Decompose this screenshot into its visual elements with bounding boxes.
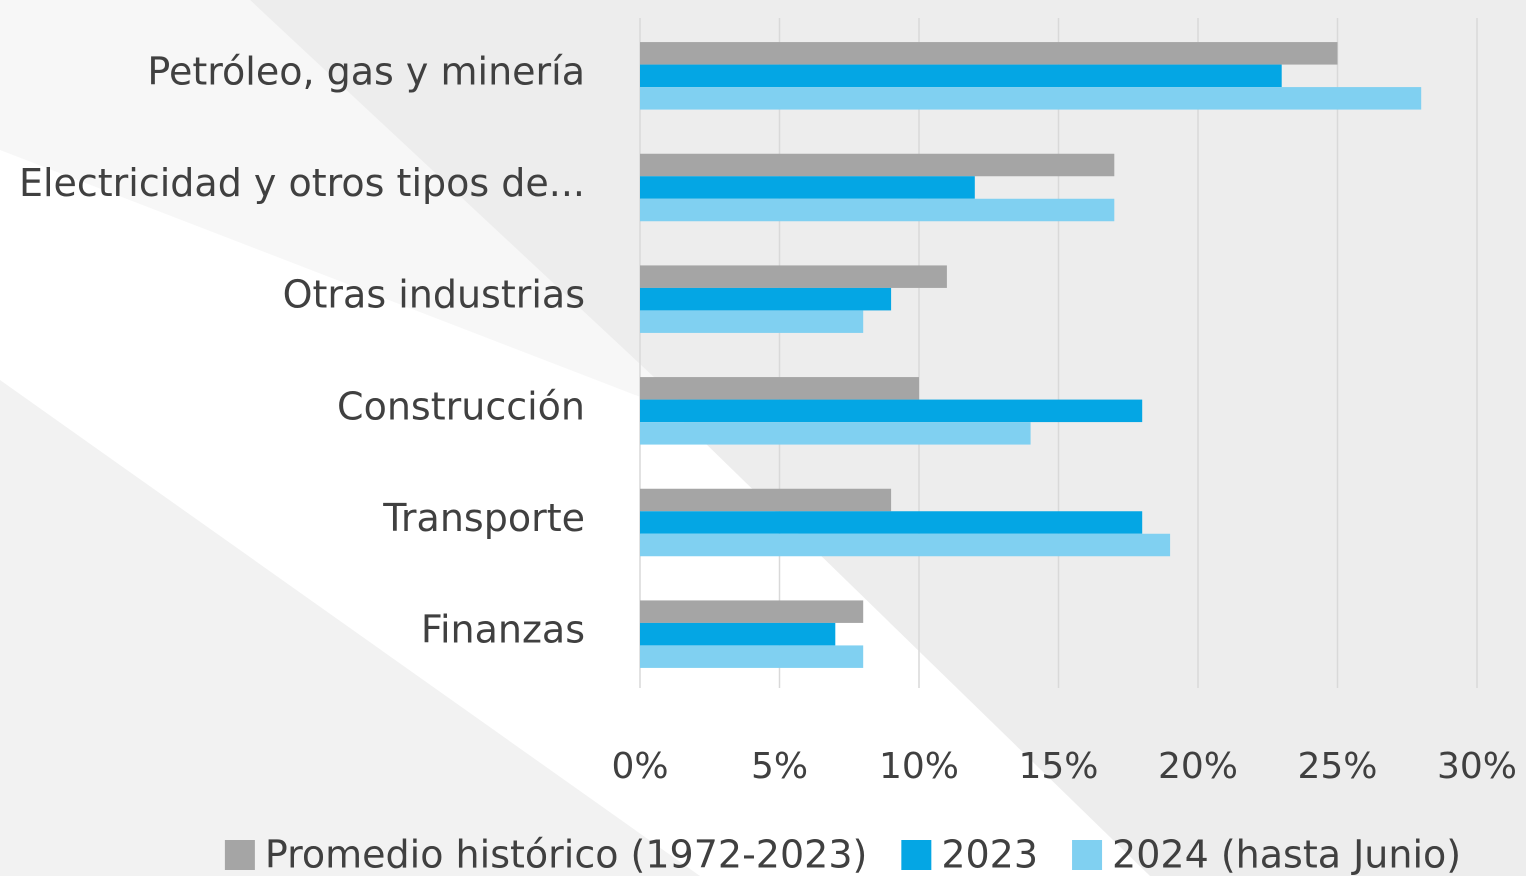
bar <box>640 533 1171 557</box>
y-tick-label: Electricidad y otros tipos de... <box>19 161 585 205</box>
legend-swatch <box>901 840 932 870</box>
bar <box>640 422 1031 445</box>
bar <box>640 488 892 512</box>
y-tick-label: Transporte <box>382 496 585 540</box>
bar <box>640 377 919 400</box>
x-tick-label: 25% <box>1297 746 1377 787</box>
x-tick-label: 30% <box>1437 746 1517 787</box>
x-tick-label: 10% <box>879 746 959 787</box>
background-shape <box>0 380 700 876</box>
legend-label: 2023 <box>941 833 1038 876</box>
bar <box>640 42 1338 65</box>
bar <box>640 153 1115 177</box>
bar <box>640 622 836 646</box>
bar <box>640 287 892 311</box>
bar <box>640 310 864 333</box>
bar <box>640 645 864 668</box>
bar <box>640 176 975 199</box>
legend-swatch <box>1072 840 1103 870</box>
legend-label: 2024 (hasta Junio) <box>1112 833 1461 876</box>
x-tick-label: 15% <box>1018 746 1098 787</box>
x-tick-label: 20% <box>1158 746 1238 787</box>
y-tick-label: Otras industrias <box>283 273 585 317</box>
legend-label: Promedio histórico (1972-2023) <box>265 833 867 876</box>
y-tick-label: Finanzas <box>421 608 585 652</box>
bar <box>640 265 947 288</box>
bar <box>640 511 1143 534</box>
x-tick-label: 0% <box>611 746 668 787</box>
y-tick-label: Petróleo, gas y minería <box>147 49 585 93</box>
x-tick-label: 5% <box>751 746 808 787</box>
bar <box>640 399 1143 423</box>
legend-swatch <box>224 840 255 870</box>
y-tick-label: Construcción <box>337 384 585 428</box>
bar <box>640 87 1422 110</box>
bar <box>640 64 1282 88</box>
background-shape <box>0 0 700 420</box>
bar <box>640 198 1115 222</box>
bar <box>640 600 864 623</box>
